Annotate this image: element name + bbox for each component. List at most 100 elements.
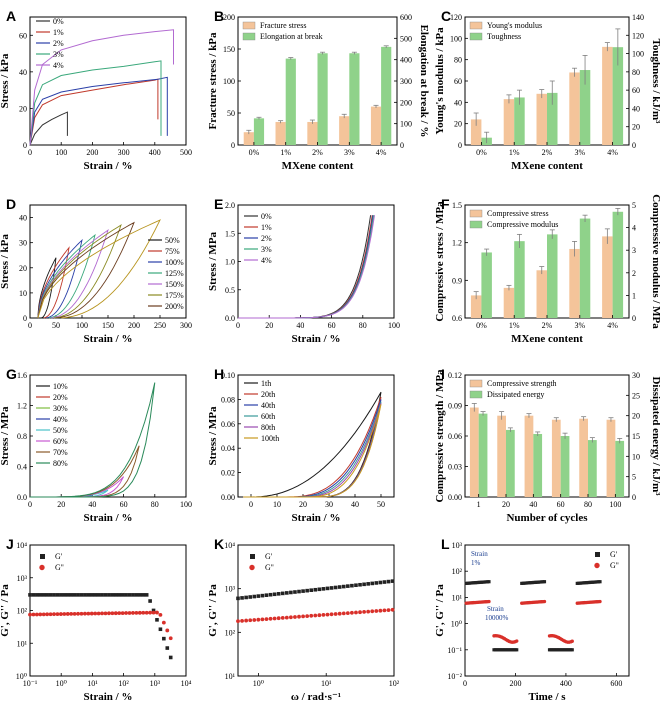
y2-tick-label: 25: [632, 391, 640, 400]
legend-label: Elongation at break: [260, 32, 323, 41]
x-axis-title: Strain / %: [292, 512, 341, 524]
data-point: [337, 611, 342, 616]
data-point: [317, 613, 322, 618]
data-point: [386, 608, 391, 612]
data-point: [358, 582, 362, 587]
y2-tick-label: 60: [632, 86, 640, 95]
y-tick-label: 10⁰: [16, 672, 27, 681]
data-point: [110, 593, 115, 597]
data-point: [144, 593, 149, 597]
x-tick-label: 40: [296, 321, 304, 330]
y-axis-title: Young's modulus / kPa: [434, 27, 446, 135]
x-tick-label: 200: [509, 679, 521, 688]
x-tick-label: 250: [154, 321, 166, 330]
data-point: [542, 599, 547, 604]
data-point: [62, 593, 67, 597]
panel-letter: F: [441, 196, 450, 212]
x-axis-title: Strain / %: [84, 333, 133, 345]
series-line: [238, 215, 375, 319]
y-tick-label: 40: [454, 98, 462, 107]
panel-c: C 0 20 40 60 80 100 120 0 20 40 60 80 100 120 140 MXene …: [434, 8, 660, 172]
bar: [524, 415, 534, 497]
legend-label: 100%: [165, 258, 184, 267]
data-point: [317, 587, 322, 592]
x-axis-title: ω / rad·s⁻¹: [291, 691, 341, 703]
y-tick-label: 10³: [225, 585, 236, 594]
y-tick-label: 80: [454, 56, 462, 65]
x-tick-label: 400: [149, 148, 161, 157]
y-tick-label: 60: [454, 77, 462, 86]
data-point: [72, 611, 77, 616]
y-tick-label: 1.5: [225, 229, 235, 238]
y-tick-label: 20: [454, 120, 462, 129]
y-tick-label: 0.00: [221, 493, 235, 502]
y2-tick-label: 300: [400, 77, 412, 86]
data-point: [117, 593, 122, 597]
data-point: [280, 591, 285, 596]
legend-label: 1%: [53, 28, 64, 37]
data-point: [345, 611, 350, 615]
x-tick-label: 0: [463, 679, 467, 688]
data-point: [288, 615, 293, 620]
x-tick-label: 20: [502, 500, 510, 509]
legend-label: 80th: [261, 423, 275, 432]
y-tick-label: 1.5: [452, 201, 462, 210]
y2-tick-label: 80: [632, 68, 640, 77]
data-point: [100, 611, 104, 616]
data-point: [86, 593, 91, 597]
plot-frame: [29, 204, 187, 319]
annotation: 1%: [471, 559, 481, 567]
data-point: [93, 593, 98, 597]
x-axis-title: Strain / %: [292, 333, 341, 345]
y-tick-label: 10¹: [17, 639, 28, 648]
y-tick-label: 10⁴: [224, 541, 235, 550]
annotation: 10000%: [485, 614, 509, 622]
data-point: [134, 610, 139, 615]
x-tick-label: 60: [328, 321, 336, 330]
x-tick-label: 10⁻¹: [23, 679, 38, 688]
data-point: [131, 611, 135, 615]
legend-label: 1th: [261, 379, 271, 388]
data-point: [83, 611, 87, 616]
data-point: [272, 616, 277, 621]
y-tick-label: 0.00: [448, 493, 462, 502]
data-point: [358, 610, 362, 615]
data-point: [301, 589, 305, 593]
legend-label: 3%: [261, 245, 272, 254]
data-point: [124, 611, 128, 615]
x-axis-title: Strain / %: [84, 512, 133, 524]
y-tick-label: 0: [458, 141, 462, 150]
data-point: [89, 611, 94, 616]
data-point: [31, 612, 36, 617]
data-point: [268, 592, 273, 597]
data-point: [378, 580, 383, 585]
data-point: [107, 593, 111, 597]
panel-letter: J: [6, 536, 14, 552]
y-tick-label: 0: [23, 314, 27, 323]
legend-label: G': [610, 550, 618, 559]
x-tick-label: 1%: [280, 148, 291, 157]
data-point: [487, 599, 491, 604]
data-point: [313, 613, 318, 618]
x-tick-label: 60: [120, 500, 128, 509]
legend-label: Compressive strength: [487, 379, 557, 388]
legend-marker: [595, 552, 600, 557]
y-tick-label: 2.0: [225, 201, 235, 210]
bar: [547, 234, 558, 318]
data-point: [301, 614, 305, 619]
x-tick-label: 2%: [542, 148, 553, 157]
y-axis-title: G', G'' / Pa: [434, 584, 446, 637]
y2-tick-label: 500: [400, 34, 412, 43]
bar: [307, 121, 318, 145]
bar: [606, 419, 616, 497]
bar: [285, 58, 296, 145]
legend-label: 40th: [261, 401, 275, 410]
legend-label: 30%: [53, 404, 68, 413]
data-point: [124, 593, 128, 597]
x-tick-label: 100: [180, 500, 192, 509]
data-point: [542, 580, 547, 584]
x-tick-label: 100: [55, 148, 67, 157]
data-point: [276, 592, 281, 596]
data-point: [309, 588, 314, 592]
panel-letter: G: [6, 366, 17, 382]
